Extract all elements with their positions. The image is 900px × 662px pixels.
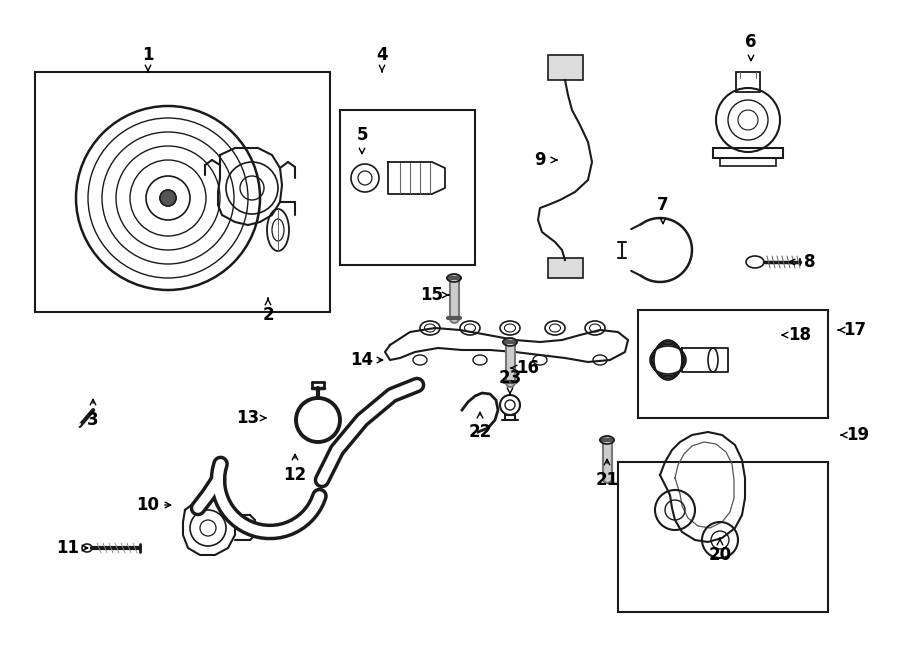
- Text: 3: 3: [87, 411, 99, 429]
- Text: 22: 22: [468, 423, 491, 441]
- Bar: [548, 55, 583, 80]
- Text: 16: 16: [517, 359, 539, 377]
- Bar: [548, 258, 583, 278]
- Text: 23: 23: [499, 369, 522, 387]
- Text: 20: 20: [708, 546, 732, 564]
- Circle shape: [160, 190, 176, 206]
- Text: 14: 14: [350, 351, 374, 369]
- Text: 7: 7: [657, 196, 669, 214]
- Text: 17: 17: [843, 321, 867, 339]
- Text: 10: 10: [137, 496, 159, 514]
- Text: 5: 5: [356, 126, 368, 144]
- Bar: [736, 72, 760, 92]
- Text: 4: 4: [376, 46, 388, 64]
- Text: 13: 13: [237, 409, 259, 427]
- Bar: [340, 110, 475, 265]
- Bar: [638, 310, 828, 418]
- Bar: [618, 462, 828, 612]
- Text: 15: 15: [420, 286, 444, 304]
- Text: 8: 8: [805, 253, 815, 271]
- Text: 21: 21: [596, 471, 618, 489]
- Text: 6: 6: [745, 33, 757, 51]
- Text: 12: 12: [284, 466, 307, 484]
- Bar: [713, 148, 783, 158]
- Bar: [35, 72, 330, 312]
- Text: 18: 18: [788, 326, 812, 344]
- Text: 19: 19: [846, 426, 869, 444]
- Text: 11: 11: [57, 539, 79, 557]
- Text: 9: 9: [535, 151, 545, 169]
- Bar: [720, 158, 776, 166]
- Text: 2: 2: [262, 306, 274, 324]
- Text: 1: 1: [142, 46, 154, 64]
